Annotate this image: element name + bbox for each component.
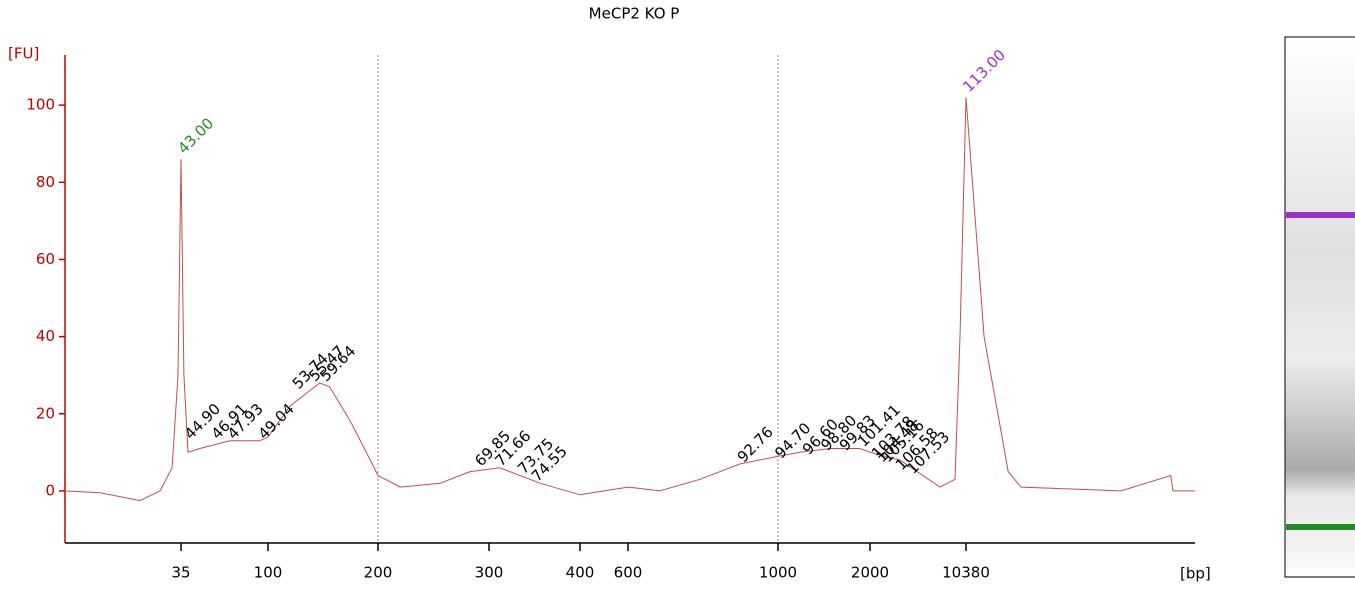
lower-marker-band — [1286, 524, 1355, 530]
chart-title: MeCP2 KO P — [589, 5, 680, 23]
trace — [64, 97, 1195, 502]
peak-label: 43.00 — [174, 114, 217, 157]
x-tick-label: 2000 — [851, 564, 889, 582]
x-axis-label: [bp] — [1180, 565, 1211, 583]
x-tick-label: 10380 — [942, 564, 990, 582]
x-tick-label: 400 — [566, 564, 595, 582]
y-tick-label: 100 — [26, 96, 55, 114]
x-tick-label: 300 — [475, 564, 504, 582]
y-axis-label: [FU] — [8, 45, 39, 63]
peak-label: 113.00 — [959, 46, 1009, 96]
x-tick-label: 1000 — [759, 564, 797, 582]
peak-label: 92.76 — [734, 423, 777, 466]
y-tick-label: 80 — [36, 173, 55, 191]
gel-lane — [1284, 36, 1355, 578]
y-tick-label: 0 — [45, 481, 55, 499]
y-tick-label: 20 — [36, 404, 55, 422]
gel-frame — [1284, 36, 1355, 578]
peak-label: 49.04 — [255, 400, 298, 443]
x-tick-label: 100 — [254, 564, 283, 582]
x-tick-label: 200 — [364, 564, 393, 582]
x-tick-label: 600 — [614, 564, 643, 582]
x-tick-label: 35 — [171, 564, 190, 582]
y-tick-label: 60 — [36, 250, 55, 268]
upper-marker-band — [1286, 212, 1355, 218]
y-tick-label: 40 — [36, 327, 55, 345]
